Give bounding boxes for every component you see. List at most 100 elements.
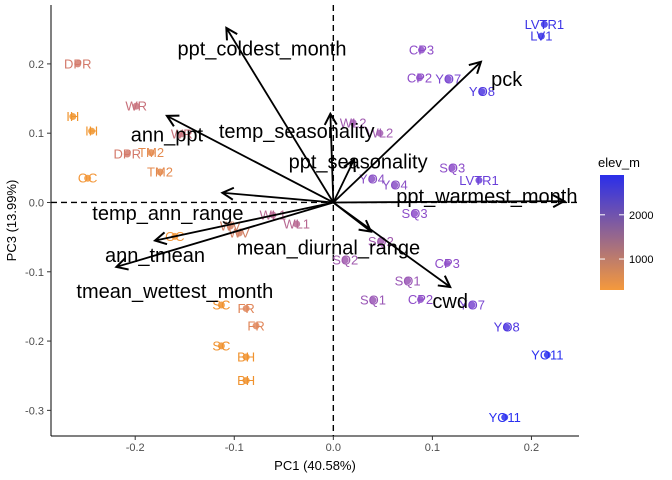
point-marker	[74, 60, 82, 68]
loading-arrow	[330, 114, 333, 203]
data-point-13: WL1	[283, 216, 310, 231]
point-marker	[503, 323, 511, 331]
data-point-15: SC	[212, 338, 230, 353]
loading-arrow	[332, 201, 450, 287]
point-marker	[411, 210, 419, 218]
data-point-35: YO7	[435, 72, 461, 87]
loading-label: ppt_seasonality	[289, 152, 428, 174]
point-label: SQ3	[402, 206, 428, 221]
point-label: CP2	[407, 70, 432, 85]
point-label: CP2	[408, 292, 433, 307]
data-point-19: BH	[237, 373, 255, 388]
data-point-42: YO11	[489, 410, 521, 425]
data-point-0: DPR	[64, 56, 91, 71]
point-label: SQ1	[395, 273, 421, 288]
loading-label: mean_diurnal_range	[237, 238, 420, 260]
point-label: CP3	[409, 43, 434, 58]
point-marker	[349, 119, 357, 127]
loading-arrow	[167, 116, 334, 204]
data-point-7: TM2	[147, 164, 173, 179]
point-marker	[377, 237, 385, 245]
point-marker	[376, 129, 384, 137]
point-marker	[501, 413, 509, 421]
point-marker	[417, 295, 425, 303]
loading-arrow	[332, 160, 354, 203]
point-label: YO8	[494, 320, 520, 335]
loading-pck: pck	[332, 62, 523, 204]
point-label: YO11	[489, 410, 521, 425]
point-marker	[217, 301, 225, 309]
point-label: WL2	[340, 115, 367, 130]
data-point-26: LVTR1	[459, 173, 499, 188]
y-axis-title: PC3 (13.99%)	[4, 180, 19, 262]
data-point-5: DPR	[114, 146, 141, 161]
loading-label: ppt_coldest_month	[177, 39, 346, 61]
point-label: FR	[247, 318, 264, 333]
data-point-31: CP3	[409, 43, 434, 58]
point-label: OC	[78, 171, 98, 186]
point-marker	[368, 175, 376, 183]
colorbar	[600, 175, 624, 290]
y-tick-label: -0.3	[25, 405, 44, 417]
data-point-30: SQ1	[360, 293, 386, 308]
point-marker	[84, 174, 92, 182]
loading-temp-ann-range: temp_ann_range	[92, 193, 334, 225]
data-point-17: FR	[247, 318, 264, 333]
data-point-32: CP3	[435, 256, 460, 271]
data-point-34: CP2	[408, 292, 433, 307]
point-label: SQ1	[360, 293, 386, 308]
loading-ppt-seasonality: ppt_seasonality	[289, 152, 428, 203]
data-point-16: FR	[237, 301, 254, 316]
point-marker	[417, 46, 425, 54]
point-marker	[478, 88, 486, 96]
point-label: SC	[212, 338, 230, 353]
point-label: SQ2	[368, 234, 394, 249]
x-tick-label: -0.2	[126, 442, 145, 454]
x-tick-label: -0.1	[225, 442, 244, 454]
point-marker	[468, 301, 476, 309]
point-marker	[448, 164, 456, 172]
y-tick-label: -0.1	[25, 267, 44, 279]
loading-arrow	[155, 201, 334, 240]
data-point-41: YO11	[531, 347, 563, 362]
loading-ann-ppt: ann_ppt	[131, 116, 334, 204]
point-label: LV1	[530, 29, 552, 44]
loading-cwd: cwd	[332, 201, 468, 313]
point-label: SQ3	[439, 160, 465, 175]
colorbar-tick-label: 2000	[629, 210, 653, 222]
x-tick-label: 0.0	[326, 442, 341, 454]
point-label: YO4	[359, 171, 385, 186]
point-label: FR	[237, 301, 254, 316]
point-marker	[178, 130, 186, 138]
data-point-6: TM2	[138, 145, 164, 160]
point-label: CP3	[435, 256, 460, 271]
point-marker	[391, 181, 399, 189]
data-point-21: WL2	[367, 126, 394, 141]
point-label: TM2	[147, 164, 173, 179]
x-axis-title: PC1 (40.58%)	[274, 458, 356, 473]
point-marker	[242, 353, 250, 361]
point-marker	[252, 322, 260, 330]
point-marker	[132, 102, 140, 110]
data-point-24: SQ3	[439, 160, 465, 175]
legend: elev_m 1000 2000	[598, 155, 653, 290]
loading-tmean-wettest-month: tmean_wettest_month	[76, 201, 334, 303]
data-point-25: SQ3	[402, 206, 428, 221]
point-marker	[147, 149, 155, 157]
data-point-2: IH	[85, 124, 98, 139]
loading-label: temp_ann_range	[92, 203, 243, 225]
loading-arrow	[226, 28, 335, 203]
point-label: YO7	[459, 298, 485, 313]
point-label: YO11	[531, 347, 563, 362]
point-marker	[443, 259, 451, 267]
loading-arrow	[333, 201, 564, 202]
data-point-39: LVTR1	[525, 17, 565, 32]
data-point-38: YO8	[494, 320, 520, 335]
point-marker	[416, 74, 424, 82]
point-label: SC	[212, 298, 230, 313]
point-label: LVTR1	[459, 173, 499, 188]
point-marker	[242, 377, 250, 385]
point-label: IH	[85, 124, 98, 139]
loading-label: cwd	[432, 291, 468, 313]
point-label: IH	[66, 109, 79, 124]
